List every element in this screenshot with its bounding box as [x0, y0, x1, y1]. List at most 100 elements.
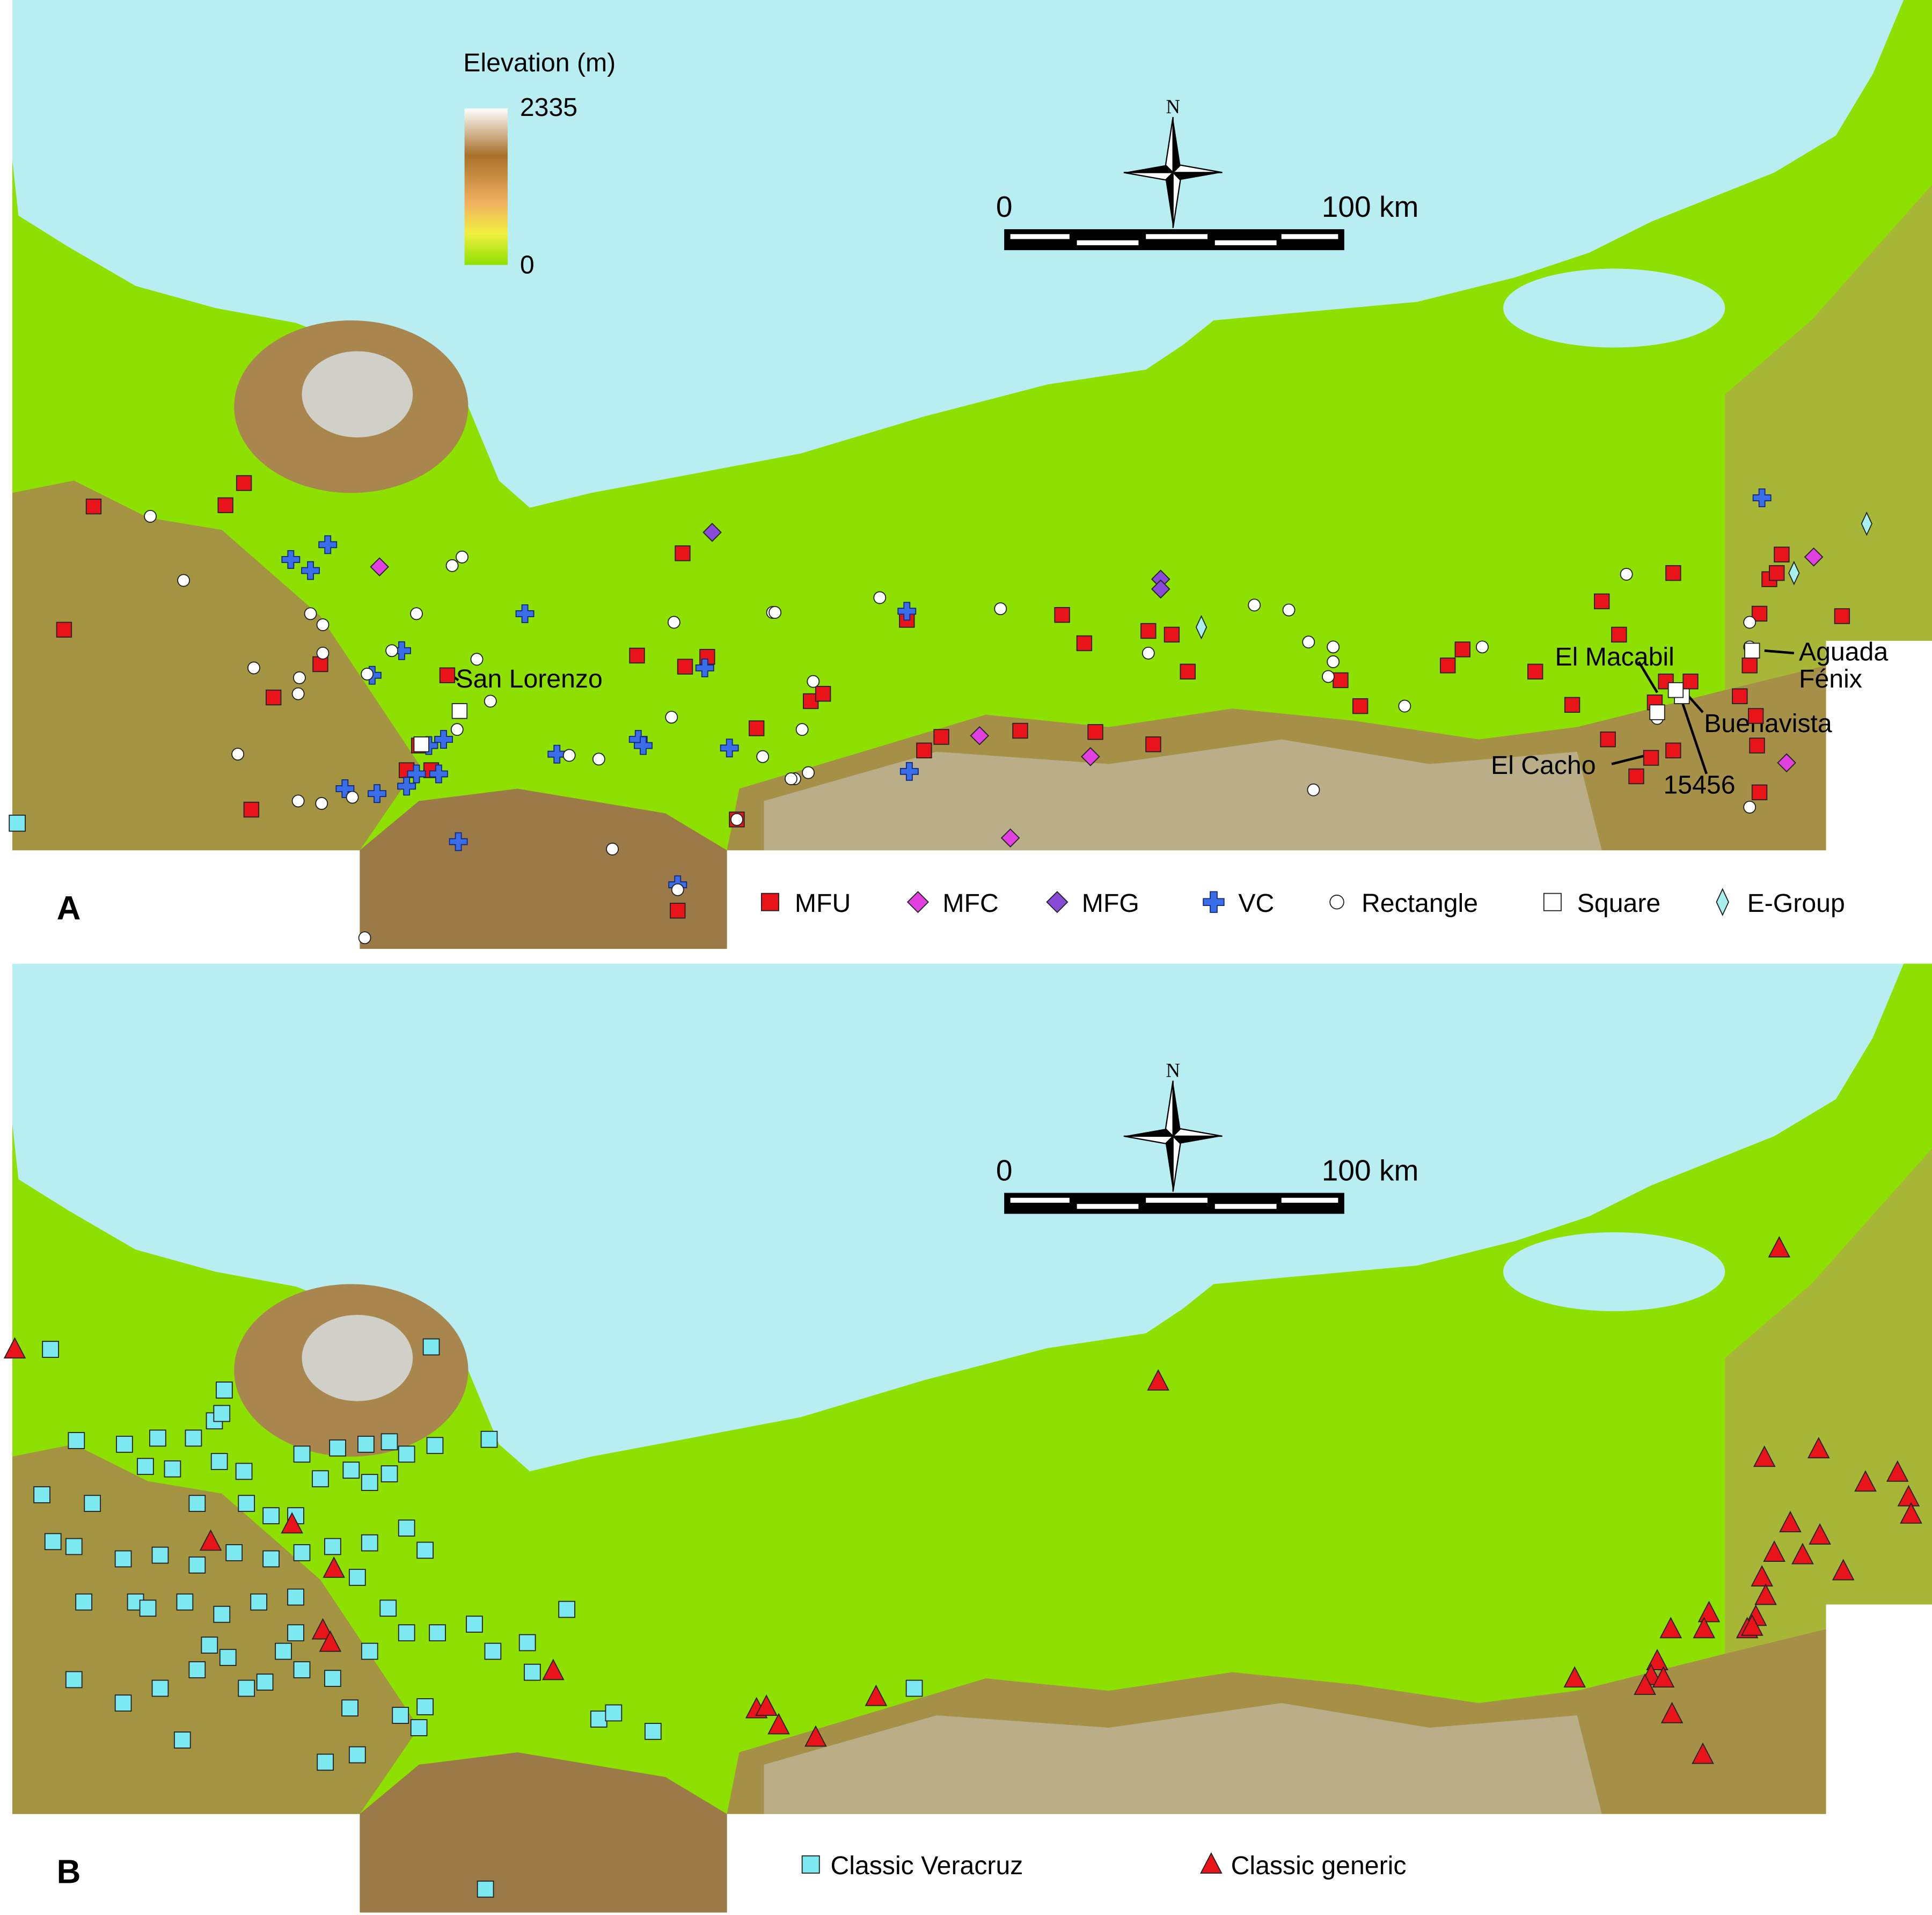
circle-marker — [1327, 640, 1340, 654]
square-marker — [238, 1495, 255, 1512]
square-marker — [1774, 546, 1790, 562]
square-marker — [56, 622, 72, 638]
square-marker — [1769, 565, 1785, 581]
circle-marker — [291, 687, 305, 700]
diamond-marker — [970, 726, 990, 745]
square-marker — [216, 1382, 233, 1399]
square-marker — [477, 1880, 494, 1898]
circle-marker — [470, 653, 484, 666]
square-marker — [416, 1541, 434, 1559]
cross-marker — [1752, 488, 1772, 508]
triangle-marker — [1900, 1502, 1922, 1524]
square-marker — [1600, 731, 1616, 748]
leader-line — [1764, 649, 1795, 655]
triangle-marker — [755, 1694, 778, 1716]
cross-marker — [720, 739, 739, 758]
square-marker — [250, 1593, 267, 1611]
square-marker — [1834, 608, 1850, 624]
circle-marker — [456, 550, 469, 564]
square-marker — [1076, 635, 1093, 652]
square-marker — [451, 703, 468, 719]
square-marker — [139, 1599, 157, 1617]
diamond-marker — [1081, 747, 1100, 766]
triangle-marker — [1763, 1540, 1785, 1562]
circle-marker — [1307, 783, 1320, 796]
square-marker — [42, 1341, 59, 1358]
site-label: San Lorenzo — [456, 664, 602, 693]
square-marker — [348, 1569, 366, 1586]
circle-marker — [671, 883, 684, 896]
panel-b: N 0 100 km B Classic Veracruz Classic gen… — [3, 814, 1932, 1913]
square-marker — [236, 475, 252, 491]
square-marker — [1665, 742, 1681, 758]
square-marker — [219, 1649, 237, 1666]
square-marker — [238, 1679, 255, 1697]
scale-bar — [1004, 1193, 1344, 1214]
square-marker — [201, 1636, 218, 1654]
square-marker — [262, 1550, 280, 1568]
circle-marker — [445, 559, 459, 572]
circle-marker — [667, 616, 680, 629]
square-marker — [114, 1550, 132, 1568]
circle-marker — [730, 813, 743, 826]
scale-start: 0 — [996, 190, 1013, 223]
circle-marker — [346, 791, 359, 804]
square-marker — [760, 893, 779, 911]
square-marker — [65, 1671, 83, 1689]
square-marker — [1180, 663, 1196, 680]
square-marker — [670, 903, 686, 919]
square-marker — [324, 1670, 341, 1687]
circle-marker — [450, 723, 464, 736]
square-marker — [341, 1699, 358, 1717]
square-marker — [68, 1432, 85, 1449]
square-marker — [116, 1436, 133, 1453]
circle-marker — [1327, 655, 1340, 668]
diamond-marker — [1777, 753, 1796, 773]
cross-marker — [899, 762, 919, 781]
square-marker — [262, 1507, 280, 1524]
diamond-marker — [906, 891, 930, 913]
circle-marker — [304, 607, 317, 620]
circle-marker — [562, 749, 576, 762]
square-marker — [1611, 626, 1627, 643]
triangle-marker — [1697, 1600, 1721, 1622]
square-marker — [1163, 626, 1180, 643]
square-marker — [84, 1495, 101, 1512]
square-marker — [1140, 623, 1157, 639]
site-label: El Cacho — [1491, 751, 1596, 780]
square-marker — [357, 1436, 375, 1453]
triangle-marker — [1693, 1617, 1716, 1639]
square-marker — [439, 667, 456, 683]
triangle-marker — [1886, 1460, 1909, 1482]
square-marker — [149, 1429, 166, 1447]
triangle-marker — [1897, 1485, 1920, 1507]
square-marker — [1087, 724, 1103, 740]
square-marker — [1440, 657, 1456, 674]
circle-marker — [177, 574, 191, 587]
square-marker — [801, 1855, 820, 1874]
circle-marker — [1302, 635, 1315, 649]
square-marker — [1749, 737, 1765, 754]
square-marker — [398, 1445, 415, 1463]
elevation-title: Elevation (m) — [463, 48, 616, 77]
square-marker — [1145, 736, 1161, 752]
square-marker — [151, 1679, 169, 1697]
square-marker — [484, 1642, 502, 1660]
triangle-marker — [1740, 1614, 1763, 1636]
site-label: 15456 — [1663, 771, 1735, 800]
triangle-marker — [1751, 1565, 1773, 1587]
circle-marker — [873, 591, 887, 604]
circle-marker — [1329, 894, 1344, 910]
triangle-marker — [1807, 1437, 1830, 1459]
triangle-marker — [767, 1713, 790, 1735]
square-marker — [422, 1338, 440, 1356]
triangle-marker — [1854, 1470, 1877, 1492]
square-marker — [1682, 673, 1699, 690]
square-marker — [1012, 722, 1028, 739]
circle-marker — [807, 675, 820, 688]
square-marker — [317, 1753, 334, 1771]
triangle-marker — [1832, 1559, 1855, 1581]
triangle-marker — [281, 1512, 303, 1534]
triangle-marker — [1754, 1583, 1777, 1605]
diamond-marker — [702, 523, 722, 542]
